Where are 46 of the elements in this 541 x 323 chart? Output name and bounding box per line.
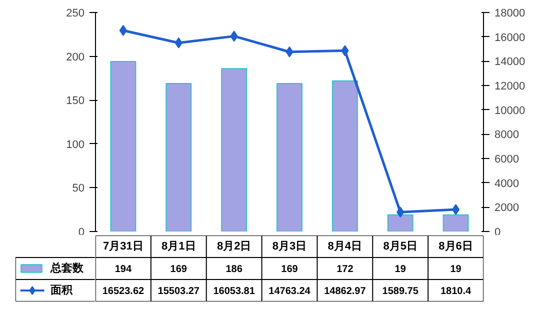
- bar: [221, 68, 248, 232]
- bar: [387, 214, 414, 232]
- data-label: 15503.27: [158, 286, 200, 297]
- y2-tick-label: 12000: [494, 80, 526, 92]
- legend-label: 总套数: [50, 262, 85, 274]
- point: [452, 204, 460, 215]
- data-label: 186: [226, 264, 243, 275]
- x-tick-label: 8月3日: [272, 240, 307, 252]
- y-tick-label: 50: [72, 182, 85, 195]
- y2-tick-label: 10000: [494, 104, 526, 117]
- point: [119, 24, 128, 36]
- y2-tick-label: 14000: [494, 56, 526, 68]
- y-tick-label: 200: [66, 51, 85, 64]
- data-label: 14763.24: [268, 286, 311, 297]
- x-tick-label: 8月4日: [328, 240, 362, 252]
- x-tick-label: 8月1日: [162, 240, 196, 252]
- y2-tick-label: 4000: [494, 178, 519, 190]
- data-label: 16053.81: [213, 286, 256, 297]
- data-label: 16523.62: [102, 286, 145, 297]
- data-label: 1810.4: [440, 286, 472, 297]
- data-label: 169: [281, 264, 298, 275]
- data-label: 194: [114, 264, 132, 275]
- y2-tick-label: 2000: [494, 202, 519, 214]
- bar: [276, 82, 302, 232]
- bar: [442, 214, 469, 232]
- y-tick-label: 100: [66, 138, 85, 151]
- y-tick-label: 250: [66, 8, 85, 20]
- x-tick-label: 8月2日: [216, 240, 252, 252]
- y2-tick-label: 8000: [494, 129, 519, 142]
- bar: [166, 82, 192, 232]
- data-label: 172: [336, 264, 354, 275]
- data-label: 169: [170, 264, 188, 275]
- bar: [110, 61, 136, 232]
- data-label: 19: [394, 264, 406, 275]
- y2-tick-label: 16000: [494, 32, 526, 44]
- data-label: 14862.97: [324, 286, 366, 297]
- legend-label: 面积: [50, 284, 74, 296]
- data-label: 1589.75: [382, 286, 419, 297]
- x-tick-label: 7月31日: [103, 240, 144, 252]
- y-tick-label: 150: [66, 95, 85, 108]
- bar: [332, 80, 358, 232]
- y2-tick-label: 6000: [494, 154, 519, 166]
- y2-tick-label: 18000: [494, 8, 526, 20]
- x-tick-label: 8月6日: [438, 240, 473, 252]
- data-label: 19: [450, 264, 462, 275]
- x-tick-label: 8月5日: [383, 240, 418, 252]
